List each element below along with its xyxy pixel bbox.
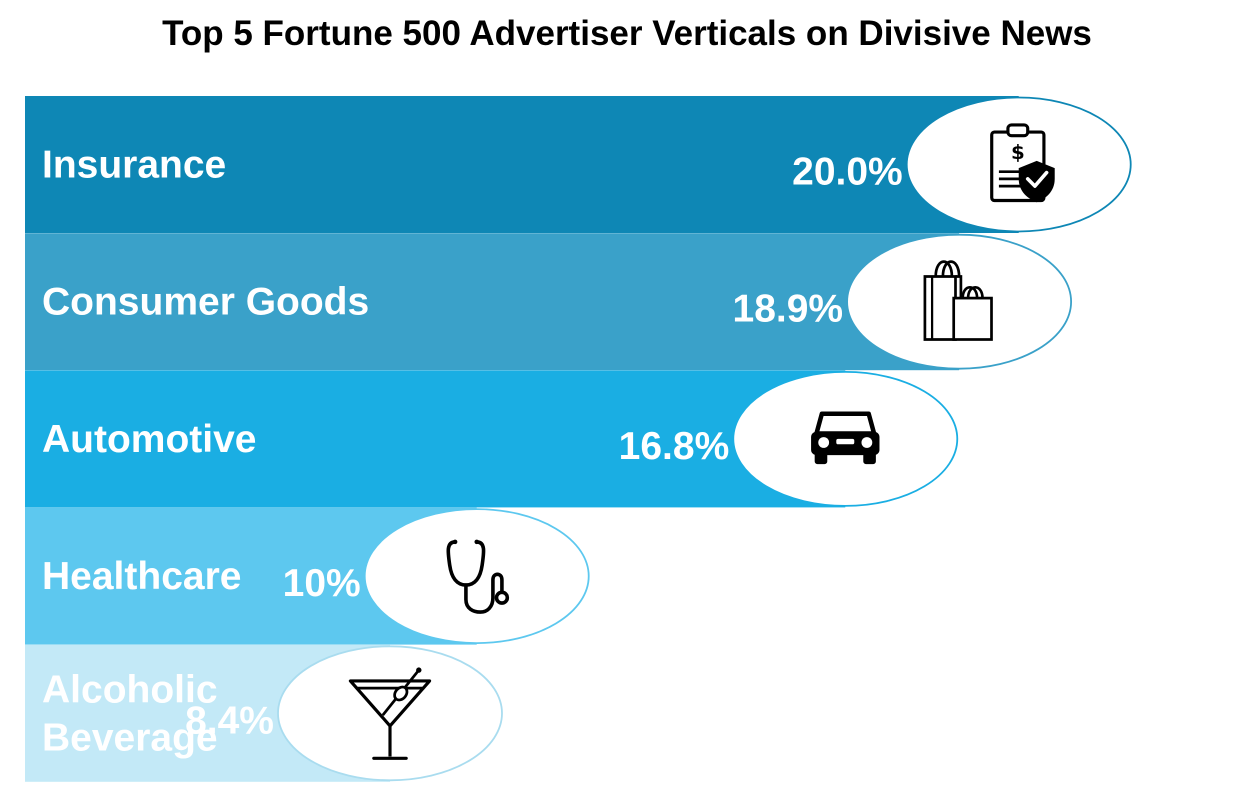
- category-label: Consumer Goods: [42, 281, 369, 324]
- chart-title: Top 5 Fortune 500 Advertiser Verticals o…: [162, 14, 1092, 53]
- category-label: Automotive: [42, 418, 257, 461]
- category-label: Healthcare: [42, 555, 241, 598]
- value-label: 18.9%: [733, 288, 844, 331]
- category-label: Insurance: [42, 144, 226, 187]
- bar-end-cap: [363, 508, 590, 644]
- bar-row: Consumer Goods 18.9%: [25, 233, 1072, 371]
- insurance-policy-icon: [989, 123, 1057, 205]
- category-label: Beverage: [42, 716, 218, 759]
- value-label: 16.8%: [619, 425, 730, 468]
- bar-row: Insurance 20.0%: [25, 96, 1132, 233]
- value-label: 8.4%: [185, 699, 274, 742]
- bar-row: Automotive 16.8%: [25, 370, 959, 508]
- value-label: 20.0%: [792, 151, 903, 194]
- category-label: Alcoholic: [42, 668, 218, 711]
- bar: [25, 233, 960, 371]
- value-label: 10%: [283, 562, 361, 605]
- bar: [25, 370, 846, 508]
- bar: [25, 96, 1019, 233]
- bar-row: Healthcare 10%: [25, 507, 590, 645]
